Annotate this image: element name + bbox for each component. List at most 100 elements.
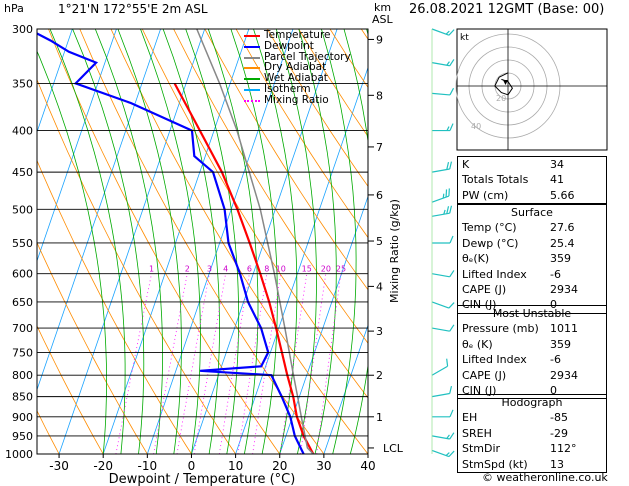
- pressure-tick-label: 500: [12, 203, 33, 216]
- wind-barb: [432, 235, 454, 244]
- index-value: 27.6: [550, 221, 575, 235]
- wind-barb-flag: [449, 409, 454, 418]
- index-value: -6: [550, 353, 561, 367]
- legend-swatch: [244, 88, 260, 91]
- height-unit-asl: ASL: [372, 13, 393, 26]
- wind-barb-flag: [449, 385, 453, 394]
- index-label: CAPE (J): [462, 282, 507, 296]
- legend-item: Isotherm: [244, 84, 351, 95]
- index-label: Pressure (mb): [462, 322, 539, 336]
- temperature-tick-label: -10: [138, 459, 158, 473]
- dry-adiabat-line: [204, 29, 368, 291]
- wind-barb-flag: [449, 235, 454, 244]
- wind-barb-half-flag: [443, 209, 446, 215]
- height-km-label: 4: [376, 280, 383, 293]
- wind-barb-staff: [431, 327, 450, 332]
- pressure-tick-label: 1000: [5, 448, 33, 461]
- pressure-tick-label: 400: [12, 125, 33, 138]
- mixing-ratio-line: [193, 273, 226, 454]
- wind-barb-staff: [431, 365, 448, 376]
- stability-indices-table: K 34 Totals Totals 41 PW (cm) 5.66: [457, 156, 607, 205]
- wind-barb-staff: [431, 392, 450, 398]
- index-value: 34: [550, 158, 564, 171]
- legend-item: Temperature: [244, 30, 351, 41]
- index-value: 41: [550, 173, 564, 187]
- most-unstable-title: Most Unstable: [457, 305, 607, 322]
- height-km-label: 2: [376, 369, 383, 382]
- height-km-label: 5: [376, 235, 383, 248]
- index-row: CAPE (J) 2934: [457, 367, 607, 383]
- isotherm-line: [323, 323, 368, 454]
- dry-adiabat-line: [235, 29, 368, 239]
- index-row: CIN (J) 0: [457, 382, 607, 400]
- temperature-tick-label: -30: [49, 459, 69, 473]
- index-label: θₑ(K): [462, 252, 490, 266]
- mixing-ratio-line: [218, 273, 250, 454]
- index-value: -29: [550, 426, 568, 440]
- index-row: θₑ(K) 359: [457, 251, 607, 267]
- isotherm-line: [37, 29, 117, 263]
- index-value: 0: [550, 383, 557, 397]
- wet-adiabat-line: [140, 29, 201, 454]
- wind-barb-staff: [431, 301, 450, 309]
- wind-barb-flag: [448, 450, 455, 458]
- index-row: K 34: [457, 156, 607, 173]
- legend-swatch: [244, 67, 260, 70]
- wind-barb-half-flag: [445, 452, 450, 457]
- isotherm-line: [146, 29, 294, 454]
- wind-barb: [431, 385, 453, 398]
- isotherm-line: [235, 66, 368, 454]
- surface-title: Surface: [457, 204, 607, 221]
- mixing-ratio-line: [252, 273, 282, 454]
- location-label: 1°21'N 172°55'E 2m ASL: [58, 2, 208, 16]
- wind-barb-flag: [449, 324, 455, 332]
- index-label: Totals Totals: [462, 173, 529, 187]
- legend-swatch: [244, 45, 260, 48]
- mixing-ratio-label: 1: [149, 265, 154, 274]
- datetime-label: 26.08.2021 12GMT (Base: 00): [409, 2, 605, 17]
- index-label: StmSpd (kt): [462, 457, 528, 471]
- pressure-tick-label: 700: [12, 322, 33, 335]
- index-label: PW (cm): [462, 188, 509, 202]
- index-value: -85: [550, 411, 568, 425]
- isotherm-line: [37, 29, 73, 134]
- pressure-tick-label: 850: [12, 391, 33, 404]
- index-row: Lifted Index -6: [457, 266, 607, 282]
- dry-adiabat-line: [37, 325, 104, 454]
- wind-barb-half-flag: [446, 61, 450, 66]
- pressure-tick-label: 600: [12, 268, 33, 281]
- surface-table: Surface Temp (°C) 27.6 Dewp (°C) 25.4 θₑ(K) 3…: [457, 204, 607, 314]
- legend-item: Wet Adiabat: [244, 73, 351, 84]
- index-value: 359: [550, 252, 571, 266]
- temperature-tick-label: 30: [316, 459, 331, 473]
- legend-swatch: [244, 35, 260, 37]
- legend-swatch: [244, 99, 260, 102]
- isotherm-line: [191, 29, 338, 454]
- wind-barb: [431, 188, 450, 203]
- wind-barb-flag: [446, 358, 449, 367]
- index-row: StmDir 112°: [457, 441, 607, 457]
- isotherm-line: [58, 29, 206, 454]
- mixing-ratio-label: 2: [185, 265, 190, 274]
- wind-barb: [431, 324, 455, 332]
- legend-label: Dry Adiabat: [264, 61, 327, 74]
- hodograph-ring-label: 20: [496, 94, 506, 103]
- mixing-ratio-line: [237, 273, 268, 454]
- wind-barb-flag: [449, 205, 453, 214]
- hodograph-ring-label: 40: [471, 122, 481, 131]
- index-value: 2934: [550, 282, 578, 296]
- mixing-ratio-label: 15: [302, 265, 312, 274]
- legend-label: Temperature: [264, 29, 331, 41]
- mixing-ratio-label: 10: [276, 265, 286, 274]
- legend-label: Wet Adiabat: [264, 72, 328, 85]
- index-label: Dewp (°C): [462, 236, 519, 250]
- copyright-footer: © weatheronline.co.uk: [482, 471, 608, 484]
- index-label: EH: [462, 411, 478, 425]
- x-axis-title: Dewpoint / Temperature (°C): [109, 472, 296, 486]
- index-value: 5.66: [550, 188, 575, 202]
- wind-barb-flag: [446, 161, 450, 170]
- wind-barb-flag: [449, 161, 453, 170]
- wind-barb-half-flag: [446, 126, 450, 131]
- index-label: StmDir: [462, 442, 501, 456]
- mixing-ratio-label: 6: [247, 265, 252, 274]
